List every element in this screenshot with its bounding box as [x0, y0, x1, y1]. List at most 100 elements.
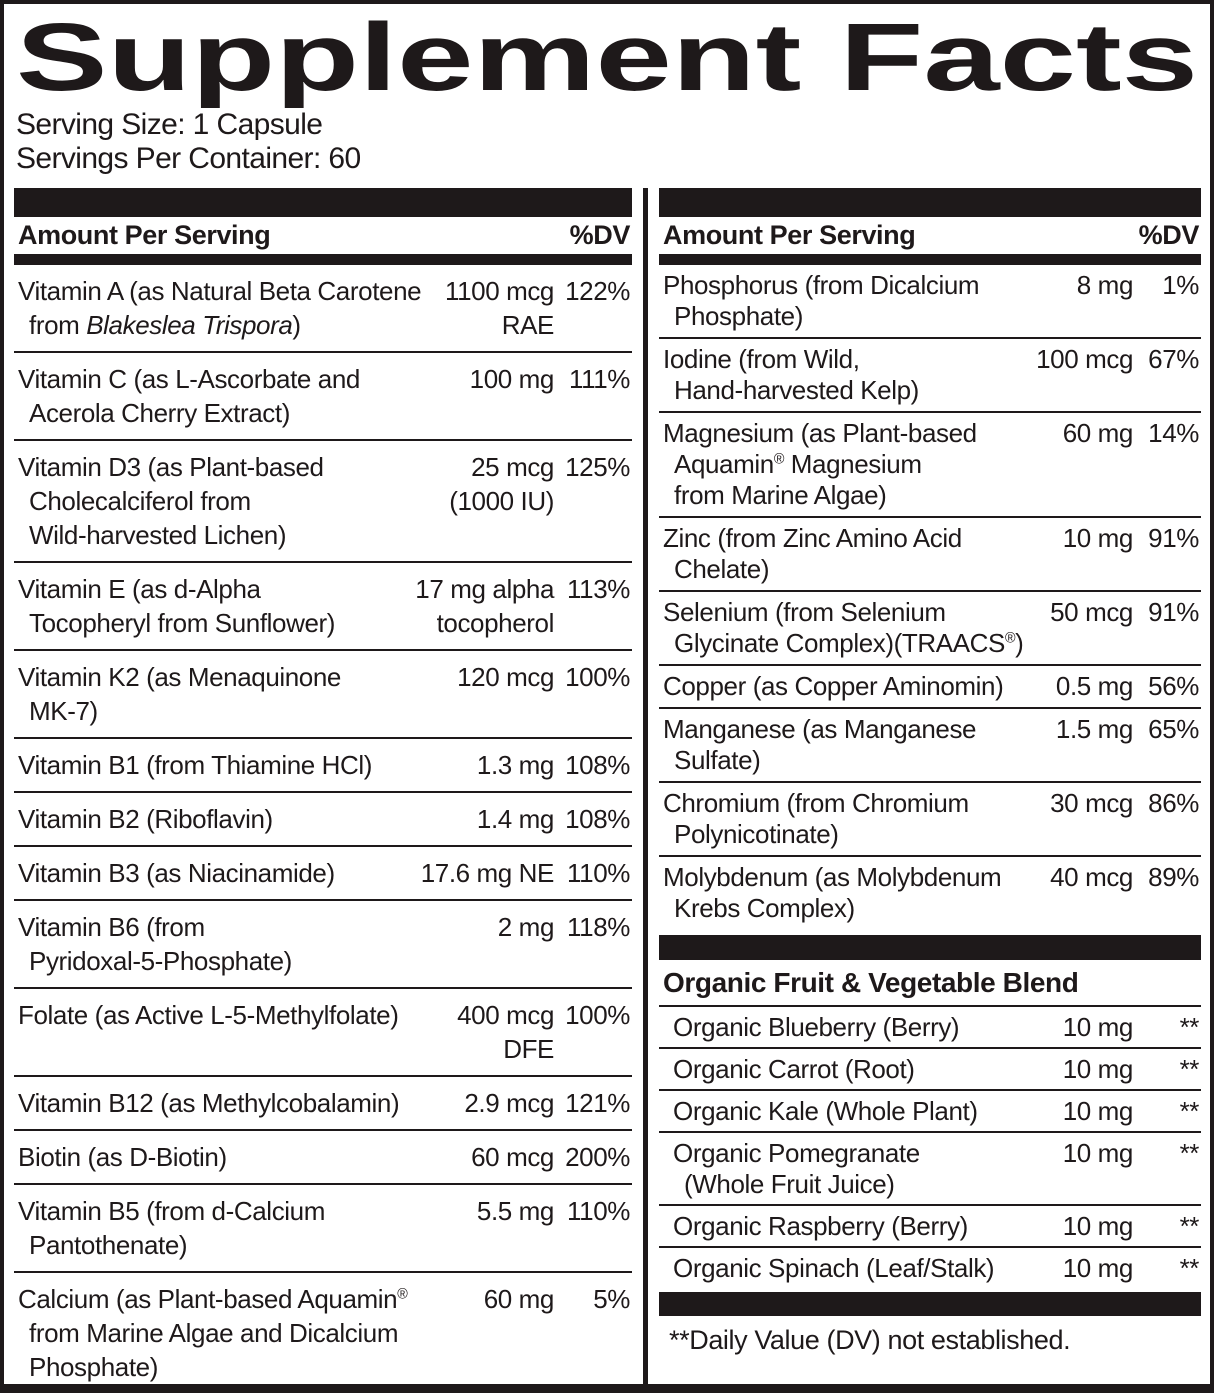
- nutrient-amount: 50 mcg: [1050, 597, 1133, 628]
- text-segment: (Whole Fruit Juice): [684, 1169, 895, 1199]
- nutrient-name-line: Vitamin B12 (as Methylcobalamin): [18, 1086, 458, 1120]
- amount-line: 50 mcg: [1050, 597, 1133, 627]
- nutrient-amount: 120 mcg: [457, 660, 554, 694]
- text-segment: Acerola Cherry Extract): [29, 398, 290, 428]
- nutrient-name: Calcium (as Plant-based Aquamin® from Mar…: [18, 1282, 478, 1384]
- amount-line: 5.5 mg: [476, 1196, 554, 1226]
- nutrient-name-line: Vitamin B5 (from d-Calcium: [18, 1194, 471, 1228]
- nutrient-name-line: Chelate): [663, 554, 1057, 585]
- nutrient-amount: 1.4 mg: [477, 802, 554, 836]
- table-row: Chromium (from Chromium Polynicotinate) 3…: [659, 783, 1201, 857]
- nutrient-name-line: Copper (as Copper Aminomin): [663, 671, 1050, 702]
- text-segment: Molybdenum (as Molybdenum: [663, 862, 1002, 892]
- nutrient-amount: 40 mcg: [1050, 862, 1133, 893]
- nutrient-name-line: Magnesium (as Plant-based: [663, 418, 1057, 449]
- nutrient-name-line: Phosphate): [18, 1350, 478, 1384]
- nutrient-amount: 25 mcg (1000 IU): [449, 450, 554, 518]
- text-segment: Vitamin B1 (from Thiamine HCl): [18, 750, 373, 780]
- nutrient-name-line: Vitamin A (as Natural Beta Carotene: [18, 274, 439, 308]
- nutrient-name: Organic Carrot (Root): [663, 1054, 1057, 1085]
- table-row: Selenium (from Selenium Glycinate Complex…: [659, 592, 1201, 666]
- amount-line: DFE: [503, 1034, 554, 1064]
- nutrient-amount: 60 mg: [484, 1282, 555, 1316]
- nutrient-amount: 17.6 mg NE: [421, 856, 555, 890]
- nutrient-name-line: Iodine (from Wild,: [663, 344, 1030, 375]
- text-segment: Zinc (from Zinc Amino Acid: [663, 523, 962, 553]
- amount-line: 2.9 mcg: [464, 1088, 554, 1118]
- table-row: Vitamin D3 (as Plant-based Cholecalcifero…: [14, 441, 632, 563]
- nutrient-name-line: Sulfate): [663, 745, 1050, 776]
- nutrient-dv: 56%: [1148, 671, 1199, 701]
- amount-line: 120 mcg: [457, 662, 554, 692]
- label-header: Supplement Facts Serving Size: 1 Capsule…: [4, 4, 1210, 176]
- text-segment: ®: [773, 451, 785, 468]
- nutrient-dv: 118%: [567, 912, 630, 942]
- table-row: Organic Pomegranate (Whole Fruit Juice) 1…: [659, 1133, 1201, 1206]
- nutrient-name: Organic Raspberry (Berry): [663, 1211, 1057, 1242]
- nutrient-dv: 14%: [1148, 418, 1199, 448]
- nutrient-name-line: from Marine Algae and Dicalcium: [18, 1316, 478, 1350]
- dv-label: %DV: [569, 220, 631, 250]
- nutrient-name-line: Cholecalciferol from: [18, 484, 443, 518]
- nutrient-name: Folate (as Active L-5-Methylfolate): [18, 998, 451, 1032]
- text-segment: Polynicotinate): [674, 819, 839, 849]
- text-segment: Sulfate): [674, 745, 761, 775]
- text-segment: Tocopheryl from Sunflower): [29, 608, 336, 638]
- table-row: Organic Carrot (Root) 10 mg **: [659, 1049, 1201, 1091]
- amount-line: 100 mcg: [1036, 344, 1133, 374]
- text-segment: Organic Pomegranate: [673, 1138, 920, 1168]
- text-segment: Vitamin B6 (from: [18, 912, 205, 942]
- amount-line: 1.5 mg: [1055, 714, 1133, 744]
- facts-columns: Amount Per Serving %DV Vitamin A (as Nat…: [4, 188, 1210, 1384]
- nutrient-name: Magnesium (as Plant-based Aquamin® Magnes…: [663, 418, 1057, 511]
- table-row: Manganese (as Manganese Sulfate) 1.5 mg 6…: [659, 709, 1201, 783]
- nutrient-name-line: Organic Carrot (Root): [673, 1054, 1057, 1085]
- amount-line: (1000 IU): [449, 486, 554, 516]
- left-rows: Vitamin A (as Natural Beta Carotene from …: [14, 265, 632, 1384]
- text-segment: ®: [397, 1286, 408, 1303]
- text-segment: Organic Carrot (Root): [673, 1054, 915, 1084]
- nutrient-amount: 100 mcg: [1036, 344, 1133, 375]
- table-row: Iodine (from Wild, Hand-harvested Kelp) 1…: [659, 339, 1201, 413]
- table-row: Organic Raspberry (Berry) 10 mg **: [659, 1206, 1201, 1248]
- blend-separator-bar: [659, 935, 1201, 960]
- nutrient-amount: 30 mcg: [1050, 788, 1133, 819]
- nutrient-name: Zinc (from Zinc Amino Acid Chelate): [663, 523, 1057, 585]
- nutrient-name-line: Organic Blueberry (Berry): [673, 1012, 1057, 1043]
- text-segment: ): [1015, 628, 1024, 658]
- table-row: Vitamin C (as L-Ascorbate and Acerola Che…: [14, 353, 632, 441]
- text-segment: Wild-harvested Lichen): [29, 520, 287, 550]
- text-segment: Blakeslea Trispora: [86, 310, 293, 340]
- blend-rows: Organic Blueberry (Berry) 10 mg ** Organ…: [659, 1007, 1201, 1288]
- nutrient-dv: 91%: [1148, 523, 1199, 553]
- nutrient-name-line: Calcium (as Plant-based Aquamin®: [18, 1282, 478, 1316]
- table-row: Vitamin B12 (as Methylcobalamin) 2.9 mcg…: [14, 1077, 632, 1131]
- nutrient-dv: 5%: [593, 1284, 630, 1314]
- left-header-rule: [14, 254, 632, 265]
- nutrient-name-line: Vitamin B1 (from Thiamine HCl): [18, 748, 471, 782]
- table-row: Vitamin K2 (as Menaquinone MK-7) 120 mcg …: [14, 651, 632, 739]
- page-title-text: Supplement Facts: [16, 6, 1198, 108]
- nutrient-name-line: Organic Raspberry (Berry): [673, 1211, 1057, 1242]
- text-segment: Vitamin B5 (from d-Calcium: [18, 1196, 325, 1226]
- nutrient-dv: **: [1179, 1253, 1200, 1283]
- amount-line: 8 mg: [1076, 270, 1134, 300]
- table-row: Molybdenum (as Molybdenum Krebs Complex) …: [659, 857, 1201, 929]
- amount-per-serving-label: Amount Per Serving: [18, 220, 271, 250]
- nutrient-dv: 89%: [1148, 862, 1199, 892]
- right-top-bar: [659, 188, 1201, 217]
- nutrient-dv: 1%: [1162, 270, 1199, 300]
- amount-line: 10 mg: [1062, 1096, 1134, 1126]
- left-column-header: Amount Per Serving %DV: [14, 217, 632, 254]
- right-column-header: Amount Per Serving %DV: [659, 217, 1201, 254]
- nutrient-name-line: Molybdenum (as Molybdenum: [663, 862, 1044, 893]
- left-top-bar: [14, 188, 632, 217]
- nutrient-name: Organic Kale (Whole Plant): [663, 1096, 1057, 1127]
- nutrient-name: Vitamin B5 (from d-Calcium Pantothenate): [18, 1194, 471, 1262]
- amount-line: 60 mg: [1062, 418, 1134, 448]
- text-segment: Chelate): [674, 554, 770, 584]
- nutrient-name-line: Vitamin B6 (from: [18, 910, 492, 944]
- nutrient-amount: 400 mcg DFE: [457, 998, 554, 1066]
- nutrient-name-line: Phosphate): [663, 301, 1071, 332]
